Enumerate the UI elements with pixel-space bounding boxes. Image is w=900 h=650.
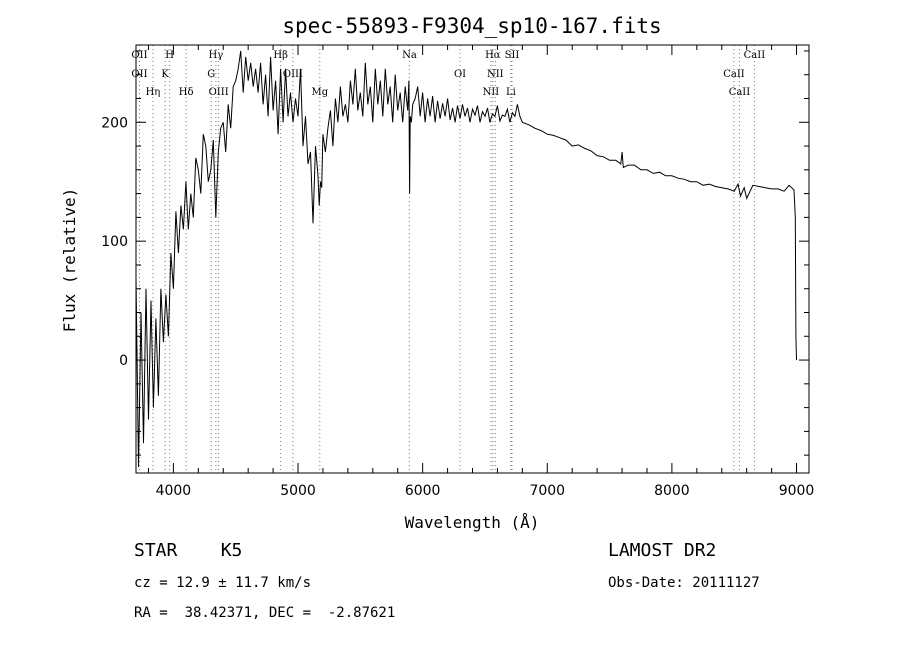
spectral-line-label: Na [402, 50, 417, 61]
spectral-line-label: OI [454, 69, 466, 80]
spectral-line-label: SII [505, 50, 520, 61]
spectral-line-label: NII [487, 69, 504, 80]
spectral-line-label: Hα [485, 50, 501, 61]
coordinates-text: RA = 38.42371, DEC = -2.87621 [134, 605, 396, 621]
x-tick-label: 4000 [156, 483, 192, 499]
y-axis-label: Flux (relative) [60, 188, 79, 333]
y-tick-label: 100 [101, 234, 128, 250]
spectral-line-label: Hη [146, 87, 161, 98]
spectral-line-label: NII [483, 87, 500, 98]
x-tick-label: 6000 [405, 483, 441, 499]
x-tick-label: 9000 [779, 483, 815, 499]
spectral-line-label: Mg [312, 87, 329, 98]
spectrum-line [135, 50, 797, 468]
spectral-line-label: Li [506, 87, 516, 98]
spectral-line-markers: OIIOIIHηHKHδHγGOIIIHβOIIIMgNaOINIIHαNIIL… [131, 45, 765, 473]
obs-date-text: Obs-Date: 20111127 [608, 575, 760, 591]
spectral-line-label: OII [131, 50, 147, 61]
object-class-label: STAR K5 [134, 540, 243, 561]
spectral-line-label: OIII [283, 69, 303, 80]
spectral-line-label: K [161, 69, 169, 80]
x-axis-label: Wavelength (Å) [405, 513, 540, 532]
axis-ticks: 4000 5000 6000 7000 8000 9000 0 100 200 [101, 45, 814, 499]
spectral-line-label: G [207, 69, 215, 80]
y-tick-label: 200 [101, 115, 128, 131]
chart-title: spec-55893-F9304_sp10-167.fits [282, 14, 661, 38]
redshift-text: cz = 12.9 ± 11.7 km/s [134, 575, 312, 591]
spectral-line-label: CaII [729, 87, 751, 98]
y-tick-label: 0 [119, 353, 128, 369]
spectral-line-label: H [165, 50, 174, 61]
spectral-line-label: CaII [744, 50, 766, 61]
x-tick-label: 8000 [654, 483, 690, 499]
spectral-line-label: OIII [209, 87, 229, 98]
survey-label: LAMOST DR2 [608, 540, 717, 561]
spectral-line-label: CaII [723, 69, 745, 80]
x-tick-label: 5000 [280, 483, 316, 499]
spectral-line-label: Hγ [209, 50, 224, 61]
spectral-line-label: Hβ [273, 50, 288, 61]
spectrum-series [135, 50, 797, 468]
x-tick-label: 7000 [529, 483, 565, 499]
spectral-line-label: Hδ [179, 87, 194, 98]
